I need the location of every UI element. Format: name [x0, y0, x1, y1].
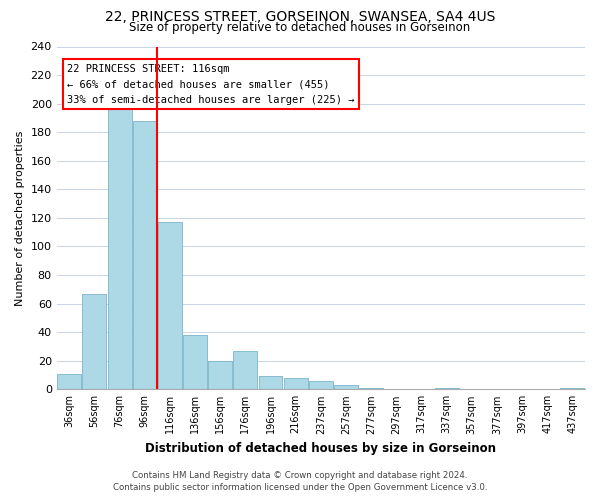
Bar [107, 104, 131, 390]
Text: 22 PRINCESS STREET: 116sqm
← 66% of detached houses are smaller (455)
33% of sem: 22 PRINCESS STREET: 116sqm ← 66% of deta… [67, 64, 355, 105]
Bar [259, 376, 283, 390]
Bar [133, 121, 157, 390]
Bar [208, 360, 232, 390]
Bar [334, 385, 358, 390]
Bar [57, 374, 81, 390]
X-axis label: Distribution of detached houses by size in Gorseinon: Distribution of detached houses by size … [145, 442, 496, 455]
Y-axis label: Number of detached properties: Number of detached properties [15, 130, 25, 306]
Bar [434, 388, 458, 390]
Bar [560, 388, 584, 390]
Text: 22, PRINCESS STREET, GORSEINON, SWANSEA, SA4 4US: 22, PRINCESS STREET, GORSEINON, SWANSEA,… [105, 10, 495, 24]
Bar [284, 378, 308, 390]
Text: Contains HM Land Registry data © Crown copyright and database right 2024.
Contai: Contains HM Land Registry data © Crown c… [113, 471, 487, 492]
Bar [82, 294, 106, 390]
Text: Size of property relative to detached houses in Gorseinon: Size of property relative to detached ho… [130, 21, 470, 34]
Bar [309, 380, 333, 390]
Bar [183, 335, 207, 390]
Bar [158, 222, 182, 390]
Bar [233, 350, 257, 390]
Bar [359, 388, 383, 390]
